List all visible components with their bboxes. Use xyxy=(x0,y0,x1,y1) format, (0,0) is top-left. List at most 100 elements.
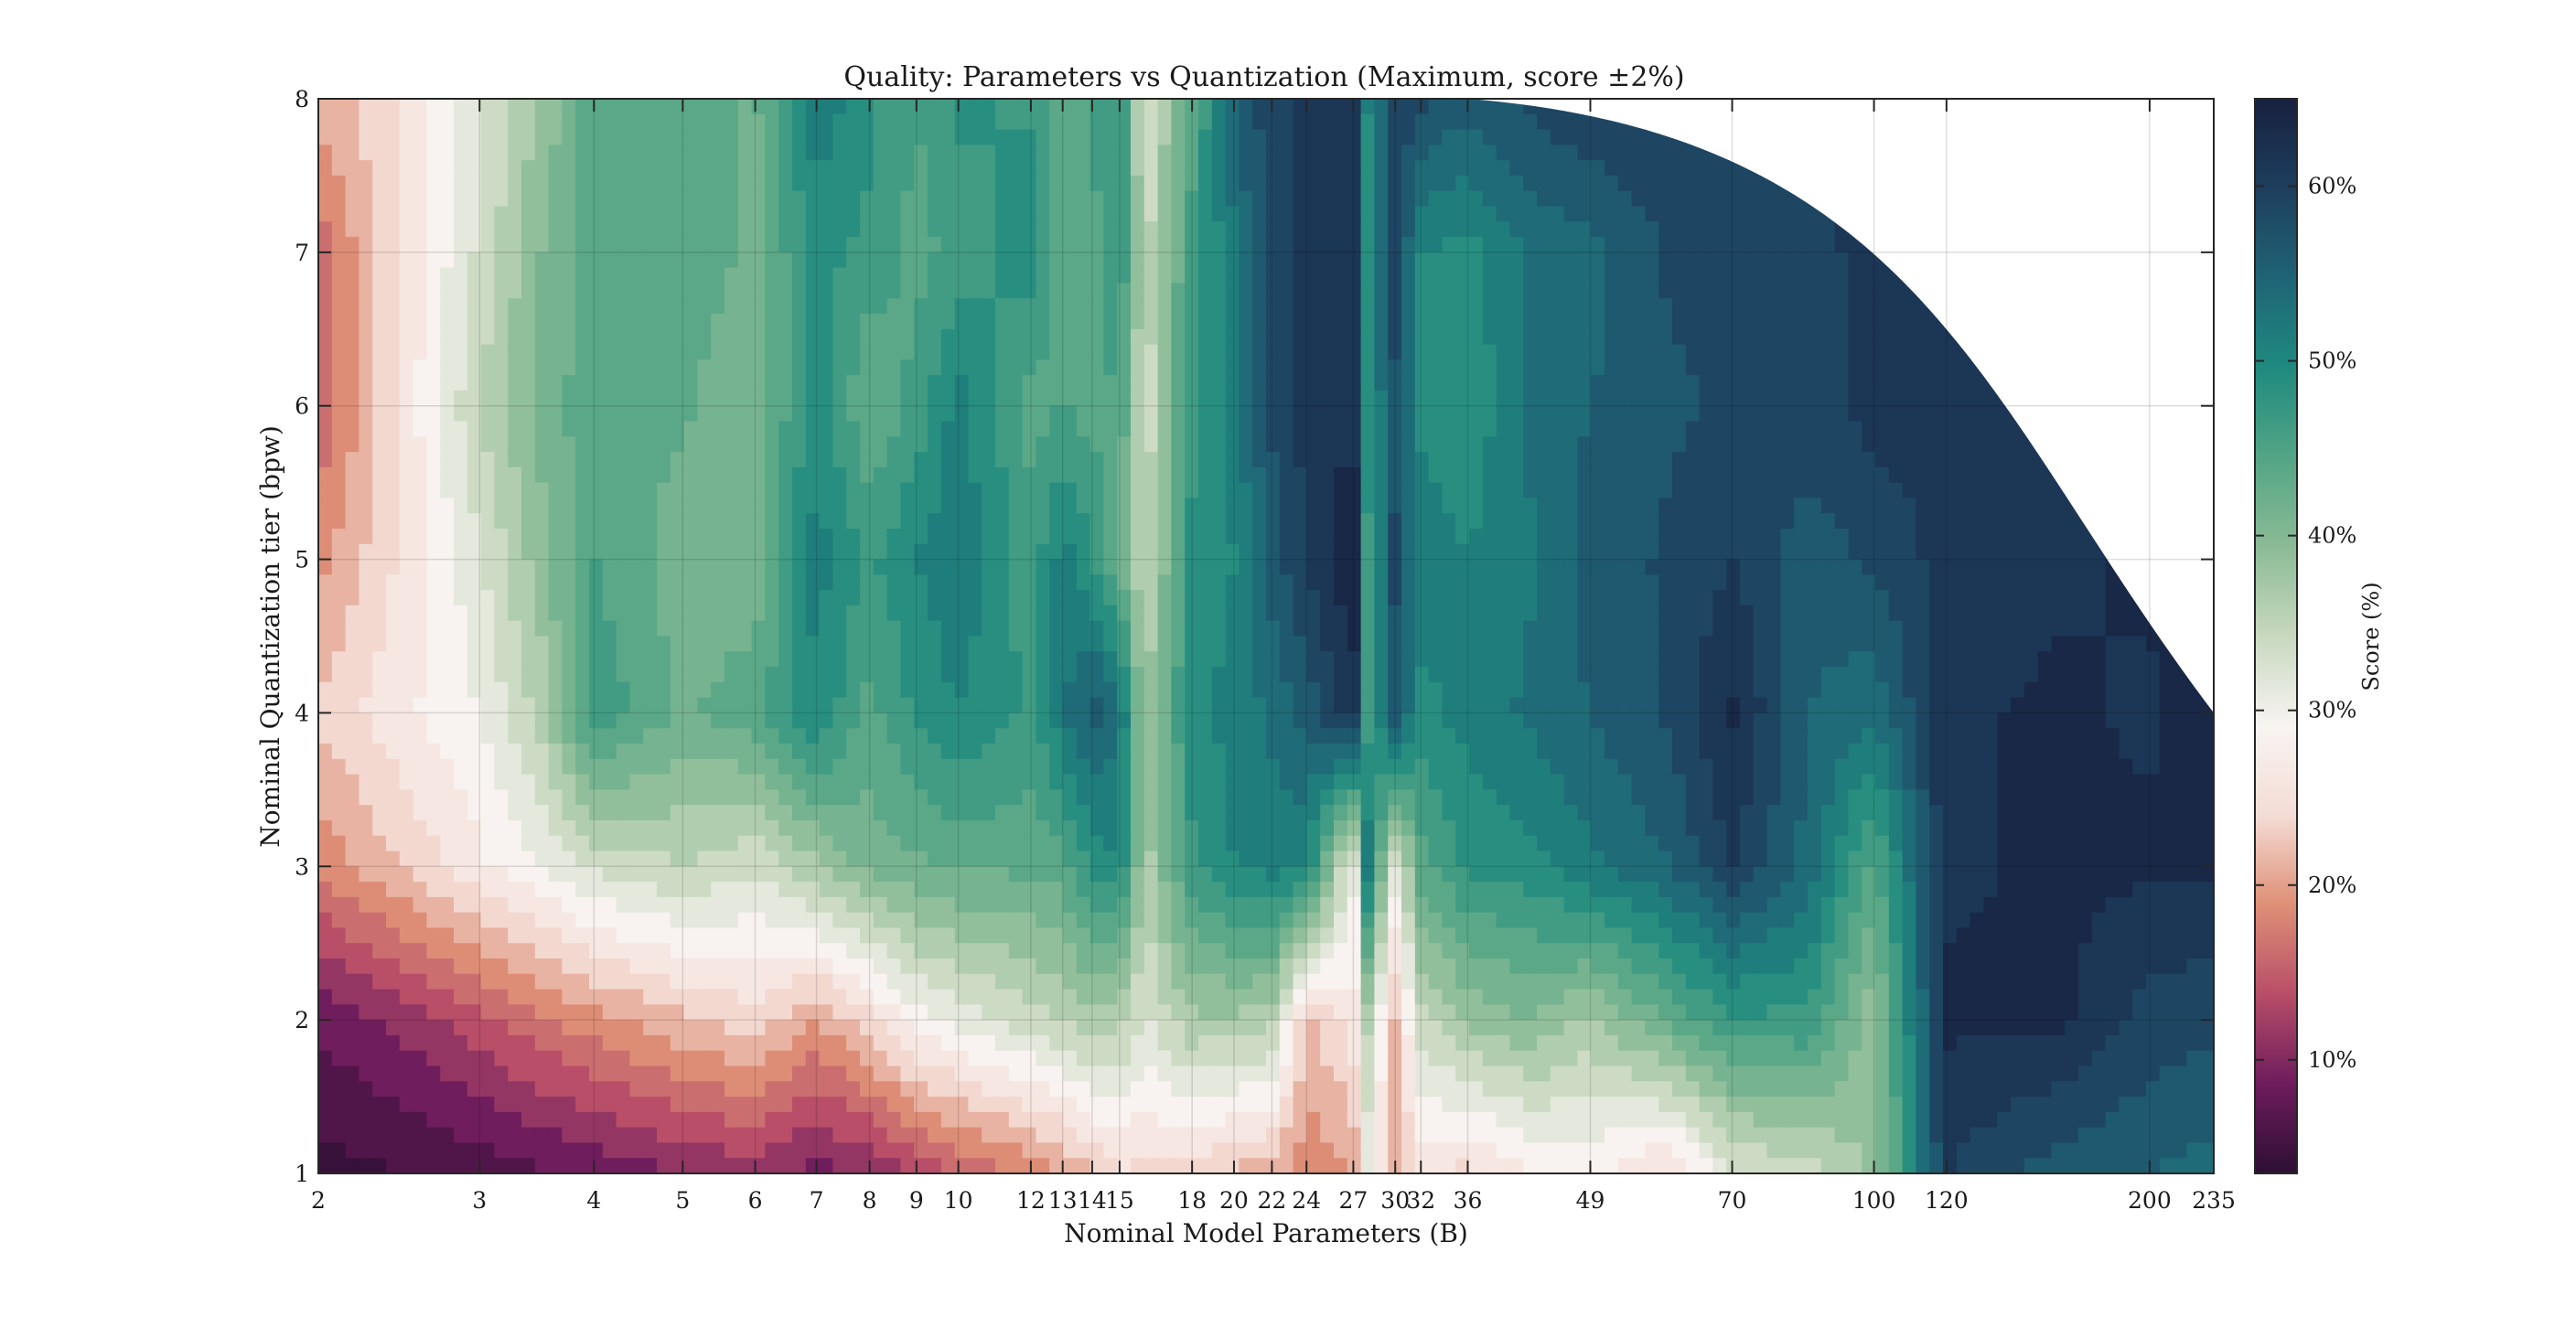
contour-cell xyxy=(1550,466,1565,484)
contour-cell xyxy=(1239,513,1253,530)
contour-cell xyxy=(1252,559,1267,576)
contour-cell xyxy=(2065,175,2079,192)
contour-cell xyxy=(1672,190,1687,208)
contour-cell xyxy=(1956,267,1971,284)
contour-cell xyxy=(765,375,779,391)
contour-cell xyxy=(1888,529,1904,545)
contour-cell xyxy=(1509,237,1524,253)
contour-cell xyxy=(1753,359,1768,376)
contour-cell xyxy=(711,421,725,437)
contour-cell xyxy=(1063,113,1078,131)
contour-cell xyxy=(1848,344,1862,361)
contour-cell xyxy=(1388,145,1402,161)
contour-cell xyxy=(1563,252,1579,269)
contour-cell xyxy=(2186,390,2201,407)
contour-cell xyxy=(1645,175,1659,192)
contour-cell xyxy=(1469,590,1484,606)
contour-cell xyxy=(1550,559,1565,576)
contour-cell xyxy=(1794,283,1809,299)
contour-cell xyxy=(1455,252,1470,269)
contour-cell xyxy=(1916,482,1930,499)
contour-cell xyxy=(1089,160,1105,177)
contour-cell xyxy=(2132,344,2147,361)
contour-cell xyxy=(1252,466,1267,484)
contour-cell xyxy=(2037,390,2053,407)
contour-cell xyxy=(1442,314,1456,330)
contour-cell xyxy=(440,436,455,453)
contour-cell xyxy=(737,421,753,437)
contour-cell xyxy=(1171,314,1186,330)
contour-cell xyxy=(1726,574,1741,591)
contour-cell xyxy=(846,513,861,530)
contour-cell xyxy=(1131,482,1145,499)
contour-cell xyxy=(1875,206,1890,222)
contour-cell xyxy=(1577,252,1592,269)
contour-cell xyxy=(1943,145,1958,161)
contour-cell xyxy=(1414,145,1430,161)
contour-cell xyxy=(521,328,536,346)
contour-cell xyxy=(1685,605,1701,622)
contour-cell xyxy=(1862,498,1876,514)
contour-cell xyxy=(697,405,712,423)
contour-cell xyxy=(1766,375,1782,391)
contour-cell xyxy=(1279,221,1294,238)
contour-cell xyxy=(1808,375,1822,391)
contour-cell xyxy=(1496,113,1511,131)
contour-cell xyxy=(1469,314,1484,330)
contour-cell xyxy=(1658,113,1673,131)
contour-cell xyxy=(2091,543,2107,561)
contour-cell xyxy=(1631,267,1647,284)
contour-cell xyxy=(494,99,509,115)
contour-cell xyxy=(1605,129,1619,146)
contour-cell xyxy=(1279,452,1294,468)
contour-cell xyxy=(697,344,712,361)
contour-cell xyxy=(575,620,590,637)
contour-cell xyxy=(1266,145,1281,161)
contour-cell xyxy=(1983,113,1998,131)
contour-cell xyxy=(982,620,996,637)
contour-cell xyxy=(819,466,834,484)
contour-cell xyxy=(386,590,401,606)
contour-cell xyxy=(1563,405,1579,423)
contour-cell xyxy=(1631,375,1647,391)
contour-cell xyxy=(792,620,807,637)
contour-cell xyxy=(1171,252,1186,269)
contour-cell xyxy=(697,359,712,376)
contour-cell xyxy=(1956,620,1971,637)
contour-cell xyxy=(1591,498,1605,514)
contour-cell xyxy=(860,482,875,499)
contour-cell xyxy=(1848,375,1862,391)
contour-cell xyxy=(1469,605,1484,622)
contour-cell xyxy=(2078,498,2093,514)
contour-cell xyxy=(697,221,712,238)
contour-cell xyxy=(534,283,550,299)
contour-cell xyxy=(1943,513,1958,530)
contour-cell xyxy=(359,636,373,652)
contour-cell xyxy=(819,636,834,652)
contour-cell xyxy=(1970,237,1985,253)
contour-cell xyxy=(1617,513,1633,530)
contour-cell xyxy=(413,405,428,423)
contour-cell xyxy=(1036,129,1050,146)
contour-cell xyxy=(1997,314,2012,330)
contour-cell xyxy=(1414,636,1430,652)
contour-cell xyxy=(1360,636,1376,652)
contour-cell xyxy=(968,513,982,530)
contour-cell xyxy=(724,328,739,346)
contour-cell xyxy=(683,344,699,361)
contour-cell xyxy=(399,190,414,208)
contour-cell xyxy=(2078,298,2093,315)
contour-cell xyxy=(1712,466,1727,484)
contour-cell xyxy=(1902,145,1917,161)
contour-cell xyxy=(1753,590,1768,606)
contour-cell xyxy=(372,283,387,299)
contour-cell xyxy=(616,498,631,514)
contour-cell xyxy=(2132,466,2147,484)
contour-cell xyxy=(1293,574,1308,591)
contour-cell xyxy=(1008,543,1024,561)
contour-cell xyxy=(1848,283,1862,299)
contour-cell xyxy=(616,390,631,407)
contour-cell xyxy=(399,421,414,437)
contour-cell xyxy=(1089,175,1105,192)
contour-cell xyxy=(359,221,373,238)
